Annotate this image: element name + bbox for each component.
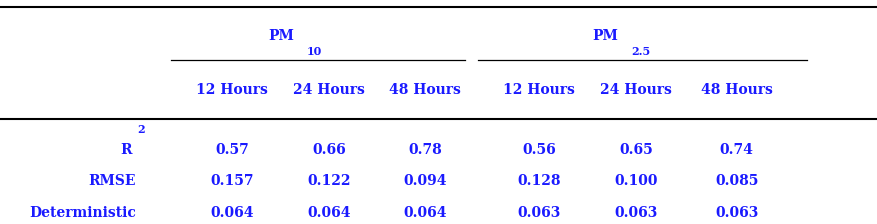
- Text: 24 Hours: 24 Hours: [293, 83, 365, 97]
- Text: 0.66: 0.66: [312, 143, 346, 157]
- Text: 0.085: 0.085: [715, 174, 759, 188]
- Text: R: R: [120, 143, 132, 157]
- Text: RMSE: RMSE: [89, 174, 136, 188]
- Text: 12 Hours: 12 Hours: [503, 83, 575, 97]
- Text: Deterministic: Deterministic: [29, 206, 136, 220]
- Text: 10: 10: [307, 46, 322, 57]
- Text: 0.094: 0.094: [403, 174, 447, 188]
- Text: 48 Hours: 48 Hours: [701, 83, 773, 97]
- Text: 0.064: 0.064: [210, 206, 254, 220]
- Text: 2: 2: [138, 124, 146, 136]
- Text: 0.74: 0.74: [720, 143, 753, 157]
- Text: 0.56: 0.56: [523, 143, 556, 157]
- Text: 0.064: 0.064: [403, 206, 447, 220]
- Text: 0.128: 0.128: [517, 174, 561, 188]
- Text: 0.157: 0.157: [210, 174, 254, 188]
- Text: 0.78: 0.78: [409, 143, 442, 157]
- Text: 0.122: 0.122: [307, 174, 351, 188]
- Text: 0.100: 0.100: [614, 174, 658, 188]
- Text: 48 Hours: 48 Hours: [389, 83, 461, 97]
- Text: PM: PM: [592, 29, 618, 43]
- Text: 24 Hours: 24 Hours: [600, 83, 672, 97]
- Text: 0.57: 0.57: [216, 143, 249, 157]
- Text: 0.063: 0.063: [614, 206, 658, 220]
- Text: PM: PM: [267, 29, 294, 43]
- Text: 12 Hours: 12 Hours: [196, 83, 268, 97]
- Text: 0.65: 0.65: [619, 143, 652, 157]
- Text: 0.064: 0.064: [307, 206, 351, 220]
- Text: 2.5: 2.5: [631, 46, 651, 57]
- Text: 0.063: 0.063: [715, 206, 759, 220]
- Text: 0.063: 0.063: [517, 206, 561, 220]
